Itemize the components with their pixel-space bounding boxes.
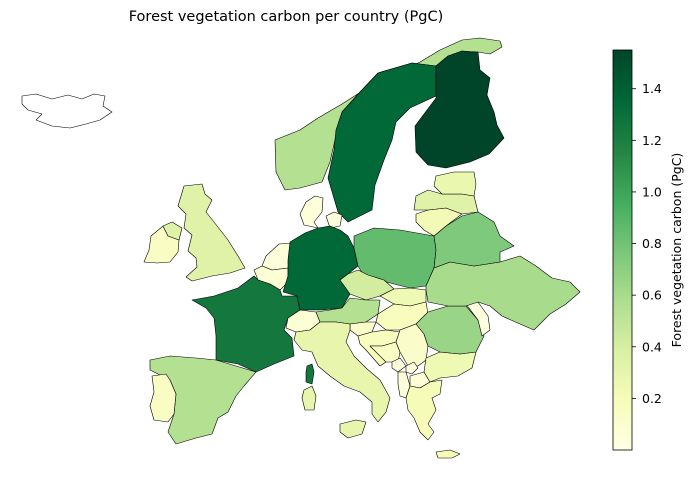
- country-crete[interactable]: [435, 449, 461, 459]
- country-sicily[interactable]: [339, 419, 367, 439]
- colorbar-ticks: 0.2 0.4 0.6 0.8 1.0 1.2 1.4: [632, 81, 662, 406]
- country-portugal[interactable]: [149, 373, 177, 423]
- country-latvia[interactable]: [413, 189, 479, 215]
- country-denmark[interactable]: [299, 195, 324, 229]
- colorbar-tick-label: 0.2: [642, 391, 662, 406]
- country-great-britain[interactable]: [177, 183, 246, 282]
- colorbar-tick-label: 0.4: [642, 339, 662, 354]
- country-poland[interactable]: [353, 227, 437, 289]
- country-northern-ireland[interactable]: [162, 221, 183, 241]
- map-title: Forest vegetation carbon per country (Pg…: [129, 9, 444, 25]
- colorbar-tick-label: 0.6: [642, 288, 662, 303]
- colorbar-tick-label: 1.4: [642, 81, 662, 96]
- country-belarus[interactable]: [433, 211, 515, 269]
- country-romania[interactable]: [415, 305, 485, 355]
- country-italy[interactable]: [293, 321, 391, 423]
- colorbar: 0.2 0.4 0.6 0.8 1.0 1.2 1.4 Forest vegetation …: [612, 49, 684, 451]
- country-denmark-zealand[interactable]: [325, 211, 343, 229]
- country-corsica[interactable]: [305, 363, 315, 385]
- colorbar-tick-label: 1.0: [642, 184, 662, 199]
- colorbar-tick-label: 0.8: [642, 236, 662, 251]
- country-greece[interactable]: [405, 379, 443, 441]
- country-montenegro[interactable]: [391, 357, 407, 373]
- country-czechia[interactable]: [339, 269, 395, 301]
- colorbar-tick-label: 1.2: [642, 133, 662, 148]
- colorbar-label: Forest vegetation carbon (PgC): [669, 153, 684, 348]
- country-france[interactable]: [191, 275, 301, 373]
- country-sardinia[interactable]: [301, 385, 317, 411]
- country-finland[interactable]: [414, 50, 505, 169]
- country-kosovo[interactable]: [405, 361, 419, 375]
- country-bulgaria[interactable]: [423, 351, 477, 383]
- country-estonia[interactable]: [433, 171, 477, 197]
- country-layer: [21, 37, 581, 459]
- colorbar-scale: [612, 49, 633, 451]
- country-iceland[interactable]: [21, 93, 113, 129]
- country-ukraine[interactable]: [425, 255, 581, 331]
